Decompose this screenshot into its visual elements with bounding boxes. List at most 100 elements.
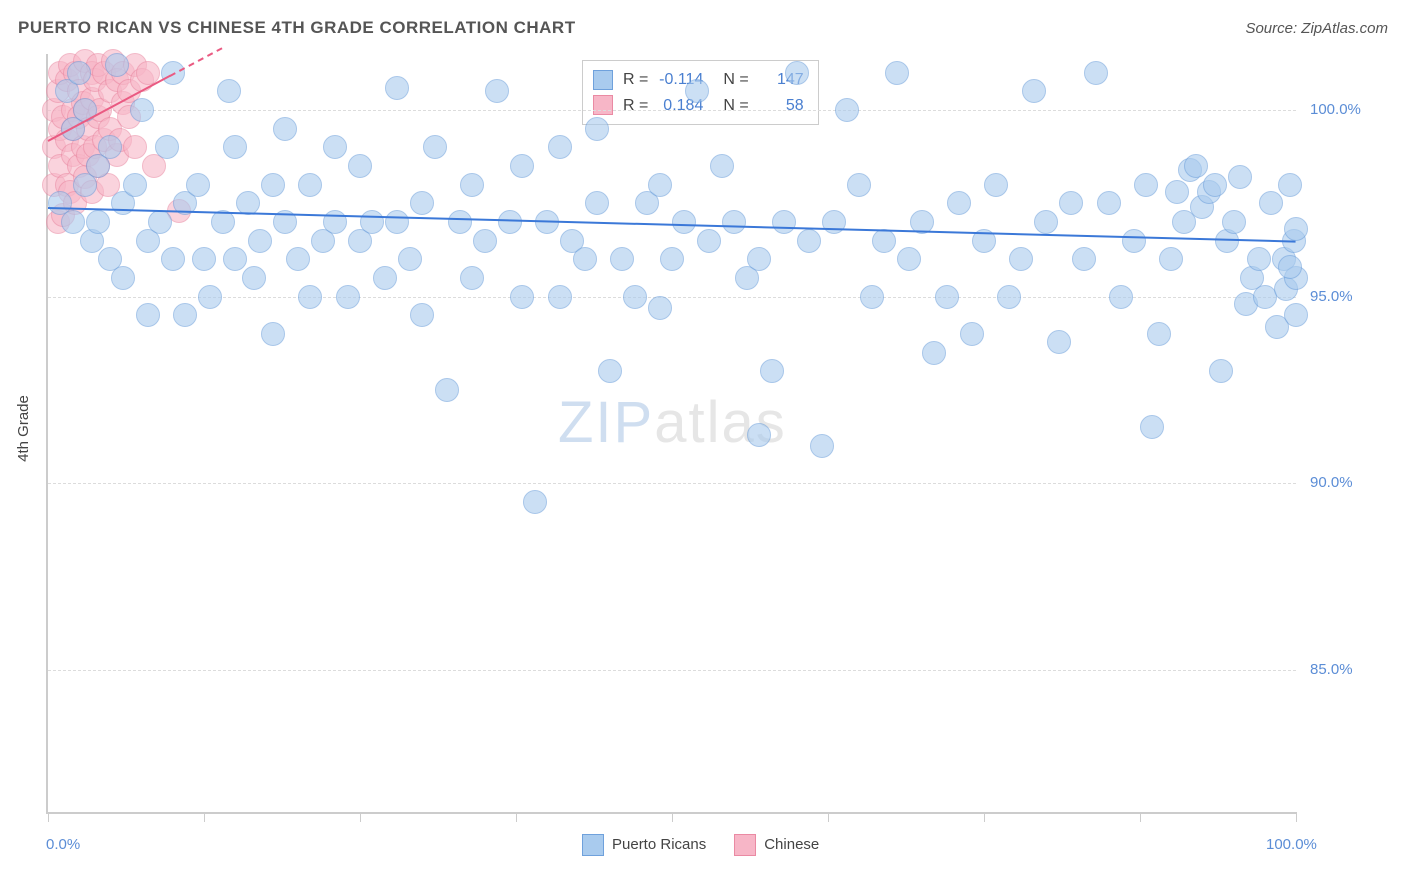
scatter-point (111, 266, 135, 290)
scatter-point (261, 173, 285, 197)
scatter-point (1034, 210, 1058, 234)
legend-item-cn: Chinese (734, 834, 819, 856)
xtick (828, 812, 829, 822)
scatter-point (672, 210, 696, 234)
scatter-point (1228, 165, 1252, 189)
gridline (48, 110, 1296, 111)
scatter-point (286, 247, 310, 271)
scatter-point (835, 98, 859, 122)
scatter-point (223, 135, 247, 159)
scatter-point (548, 285, 572, 309)
scatter-point (747, 423, 771, 447)
scatter-point (1022, 79, 1046, 103)
r-label: R = (623, 93, 648, 119)
scatter-point (1140, 415, 1164, 439)
scatter-point (872, 229, 896, 253)
xtick-label: 0.0% (46, 836, 80, 853)
scatter-point (585, 191, 609, 215)
scatter-point (1147, 322, 1171, 346)
scatter-point (947, 191, 971, 215)
scatter-point (984, 173, 1008, 197)
scatter-point (448, 210, 472, 234)
scatter-point (885, 61, 909, 85)
scatter-point (1122, 229, 1146, 253)
scatter-point (398, 247, 422, 271)
chart-container: ZIPatlas R = -0.114 N = 147 R = 0.184 N … (46, 54, 1366, 812)
scatter-point (460, 266, 484, 290)
swatch-cn (593, 95, 613, 115)
scatter-point (685, 79, 709, 103)
scatter-point (660, 247, 684, 271)
n-label: N = (723, 67, 748, 93)
scatter-point (435, 378, 459, 402)
gridline (48, 483, 1296, 484)
scatter-point (67, 61, 91, 85)
scatter-point (1284, 303, 1308, 327)
scatter-point (1184, 154, 1208, 178)
scatter-point (922, 341, 946, 365)
scatter-point (710, 154, 734, 178)
scatter-point (473, 229, 497, 253)
scatter-point (797, 229, 821, 253)
scatter-point (323, 135, 347, 159)
scatter-point (785, 61, 809, 85)
scatter-point (997, 285, 1021, 309)
scatter-point (1284, 217, 1308, 241)
xtick (1296, 812, 1297, 822)
legend-label-pr: Puerto Ricans (612, 836, 706, 853)
scatter-point (248, 229, 272, 253)
scatter-point (648, 173, 672, 197)
scatter-point (1159, 247, 1183, 271)
scatter-point (648, 296, 672, 320)
ytick-label: 85.0% (1310, 661, 1353, 678)
scatter-point (123, 135, 147, 159)
scatter-point (510, 285, 534, 309)
scatter-point (105, 53, 129, 77)
xtick (672, 812, 673, 822)
scatter-point (161, 247, 185, 271)
scatter-point (186, 173, 210, 197)
scatter-point (697, 229, 721, 253)
scatter-point (1072, 247, 1096, 271)
ytick-label: 95.0% (1310, 288, 1353, 305)
scatter-point (1097, 191, 1121, 215)
scatter-point (610, 247, 634, 271)
n-label: N = (723, 93, 748, 119)
scatter-point (123, 173, 147, 197)
scatter-point (1059, 191, 1083, 215)
scatter-point (410, 191, 434, 215)
scatter-point (1222, 210, 1246, 234)
scatter-point (148, 210, 172, 234)
scatter-point (747, 247, 771, 271)
watermark-zip: ZIP (558, 390, 654, 455)
scatter-point (385, 76, 409, 100)
scatter-point (98, 135, 122, 159)
xtick (984, 812, 985, 822)
xtick (516, 812, 517, 822)
xtick (360, 812, 361, 822)
swatch-cn-icon (734, 834, 756, 856)
scatter-point (423, 135, 447, 159)
xtick (48, 812, 49, 822)
scatter-point (61, 210, 85, 234)
scatter-point (585, 117, 609, 141)
scatter-point (223, 247, 247, 271)
scatter-point (130, 98, 154, 122)
scatter-point (498, 210, 522, 234)
scatter-point (1259, 191, 1283, 215)
xtick (204, 812, 205, 822)
scatter-point (722, 210, 746, 234)
bottom-legend: Puerto Ricans Chinese (582, 834, 819, 856)
scatter-point (523, 490, 547, 514)
swatch-pr (593, 70, 613, 90)
scatter-point (1209, 359, 1233, 383)
source-label: Source: ZipAtlas.com (1245, 20, 1388, 37)
ytick-label: 100.0% (1310, 101, 1361, 118)
scatter-point (373, 266, 397, 290)
watermark: ZIPatlas (558, 389, 787, 456)
swatch-pr-icon (582, 834, 604, 856)
scatter-point (573, 247, 597, 271)
scatter-point (548, 135, 572, 159)
scatter-point (460, 173, 484, 197)
scatter-point (935, 285, 959, 309)
